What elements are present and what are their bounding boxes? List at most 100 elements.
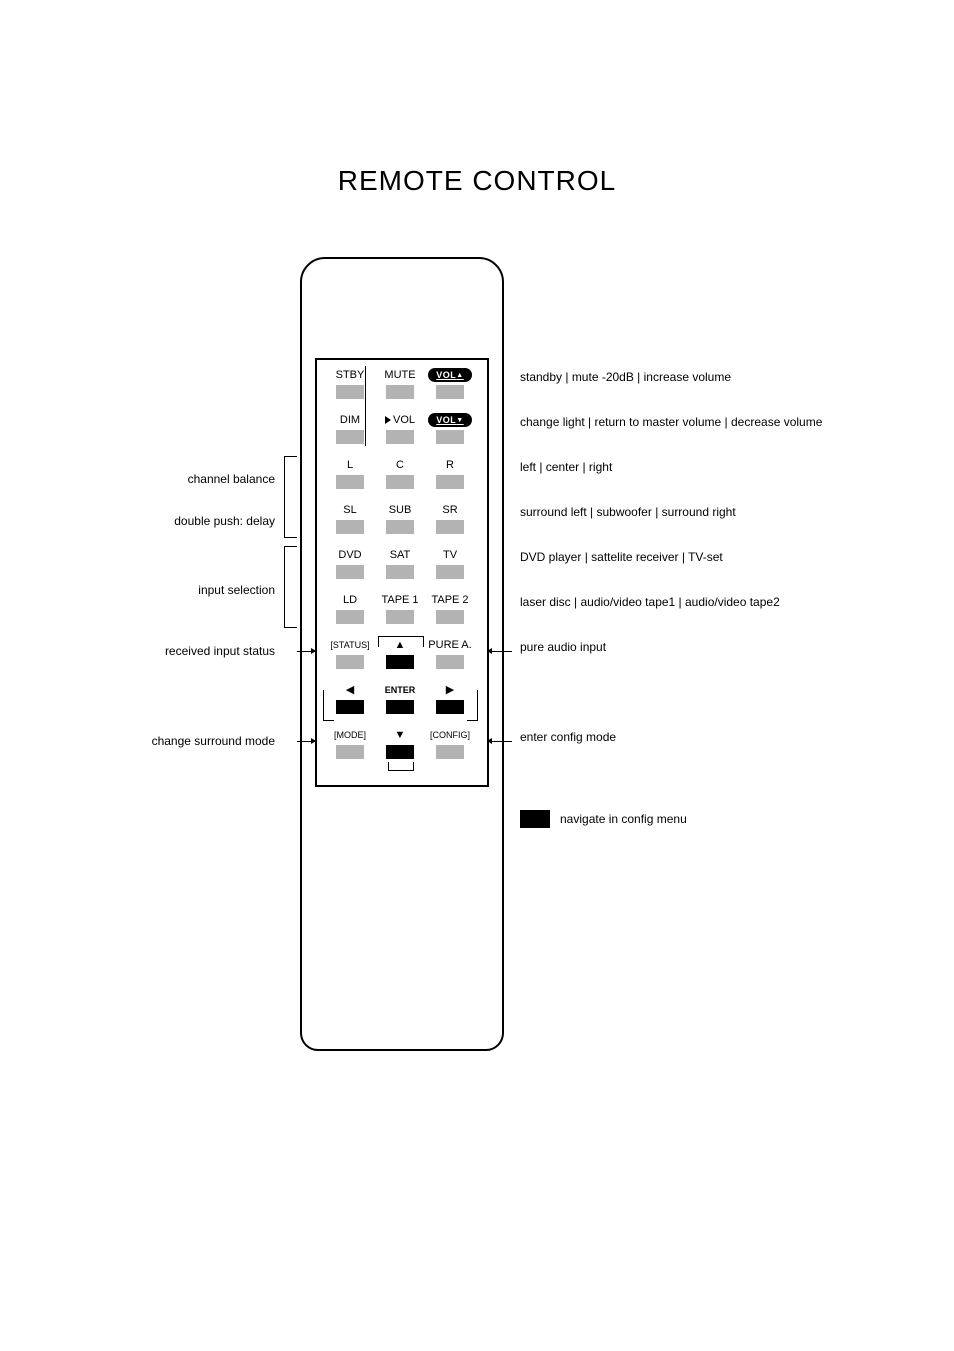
vol-up-pill: VOL▲ (428, 368, 472, 382)
button-label-sr: SR (425, 503, 475, 517)
pointer-pure-right (488, 651, 512, 652)
button-label-tape2: TAPE 2 (425, 593, 475, 607)
button-label-ld: LD (325, 593, 375, 607)
button-sub[interactable]: SUB (375, 503, 425, 534)
button-c[interactable]: C (375, 458, 425, 489)
button-rect-vol_dn (436, 430, 464, 444)
button-tape1[interactable]: TAPE 1 (375, 593, 425, 624)
button-mode[interactable]: [MODE] (325, 728, 375, 759)
left-received_input: received input status (80, 644, 275, 658)
button-label-r: R (425, 458, 475, 472)
left-double_push: double push: delay (80, 514, 275, 528)
button-label-status: [STATUS] (325, 638, 375, 652)
button-label-l: L (325, 458, 375, 472)
page-title: REMOTE CONTROL (0, 165, 954, 197)
button-label-enter: ENTER (375, 683, 425, 697)
pointer-mode-left (297, 741, 315, 742)
button-label-sat: SAT (375, 548, 425, 562)
button-ret_vol[interactable]: VOL (375, 413, 425, 444)
desc-r2: change light | return to master volume |… (520, 415, 822, 429)
button-pure_a[interactable]: PURE A. (425, 638, 475, 669)
left-change_surround: change surround mode (80, 734, 275, 748)
button-rect-tv (436, 565, 464, 579)
bracket-balance (284, 456, 297, 538)
pointer-config-right (488, 741, 512, 742)
button-r[interactable]: R (425, 458, 475, 489)
button-ld[interactable]: LD (325, 593, 375, 624)
button-sl[interactable]: SL (325, 503, 375, 534)
button-rect-ld (336, 610, 364, 624)
button-rect-status (336, 655, 364, 669)
vol-down-pill: VOL▼ (428, 413, 472, 427)
button-tv[interactable]: TV (425, 548, 475, 579)
button-rect-sl (336, 520, 364, 534)
left-channel_balance: channel balance (80, 472, 275, 486)
button-rect-config (436, 745, 464, 759)
button-label-c: C (375, 458, 425, 472)
button-rect-sat (386, 565, 414, 579)
button-label-config: [CONFIG] (425, 728, 475, 742)
legend-text: navigate in config menu (560, 812, 687, 826)
desc-r3: left | center | right (520, 460, 612, 474)
desc-r6: laser disc | audio/video tape1 | audio/v… (520, 595, 780, 609)
desc-r1: standby | mute -20dB | increase volume (520, 370, 731, 384)
button-rect-stby (336, 385, 364, 399)
button-rect-nav_left (336, 700, 364, 714)
desc-r7: pure audio input (520, 640, 606, 654)
button-rect-tape2 (436, 610, 464, 624)
button-rect-ret_vol (386, 430, 414, 444)
button-label-ret_vol: VOL (375, 413, 425, 427)
button-rect-dvd (336, 565, 364, 579)
button-rect-tape1 (386, 610, 414, 624)
nav-bracket-left (323, 690, 334, 721)
legend-swatch (520, 810, 550, 828)
button-stby[interactable]: STBY (325, 368, 375, 399)
button-status[interactable]: [STATUS] (325, 638, 375, 669)
button-tape2[interactable]: TAPE 2 (425, 593, 475, 624)
button-rect-l (336, 475, 364, 489)
button-rect-r (436, 475, 464, 489)
nav-bracket-bottom (388, 762, 414, 771)
button-label-vol_up: VOL▲ (425, 368, 475, 382)
button-rect-vol_up (436, 385, 464, 399)
nav-bracket-top (378, 636, 424, 647)
button-sr[interactable]: SR (425, 503, 475, 534)
button-label-nav_dn: ▼ (375, 728, 425, 742)
button-label-vol_dn: VOL▼ (425, 413, 475, 427)
button-rect-enter (386, 700, 414, 714)
pointer-status-left (297, 651, 315, 652)
button-rect-nav_dn (386, 745, 414, 759)
button-label-tv: TV (425, 548, 475, 562)
button-nav_dn[interactable]: ▼ (375, 728, 425, 759)
desc-r9: enter config mode (520, 730, 616, 744)
nav-bracket-right (467, 690, 478, 721)
button-label-mute: MUTE (375, 368, 425, 382)
bracket-input (284, 546, 297, 628)
play-tri-icon (385, 416, 391, 424)
button-rect-nav_up (386, 655, 414, 669)
desc-r4: surround left | subwoofer | surround rig… (520, 505, 736, 519)
button-rect-sr (436, 520, 464, 534)
button-label-pure_a: PURE A. (425, 638, 475, 652)
button-mute[interactable]: MUTE (375, 368, 425, 399)
page: REMOTE CONTROL STBYMUTEVOL▲ DIMVOLVOL▼ LCR… (0, 0, 954, 1351)
button-rect-pure_a (436, 655, 464, 669)
button-label-tape1: TAPE 1 (375, 593, 425, 607)
button-label-sl: SL (325, 503, 375, 517)
button-dim[interactable]: DIM (325, 413, 375, 444)
button-vol_up[interactable]: VOL▲ (425, 368, 475, 399)
button-rect-sub (386, 520, 414, 534)
button-vol_dn[interactable]: VOL▼ (425, 413, 475, 444)
button-rect-nav_right (436, 700, 464, 714)
button-l[interactable]: L (325, 458, 375, 489)
button-config[interactable]: [CONFIG] (425, 728, 475, 759)
button-sat[interactable]: SAT (375, 548, 425, 579)
button-label-dim: DIM (325, 413, 375, 427)
button-label-stby: STBY (325, 368, 375, 382)
button-rect-mute (386, 385, 414, 399)
button-rect-c (386, 475, 414, 489)
button-dvd[interactable]: DVD (325, 548, 375, 579)
left-input_selection: input selection (80, 583, 275, 597)
button-label-dvd: DVD (325, 548, 375, 562)
button-enter[interactable]: ENTER (375, 683, 425, 714)
